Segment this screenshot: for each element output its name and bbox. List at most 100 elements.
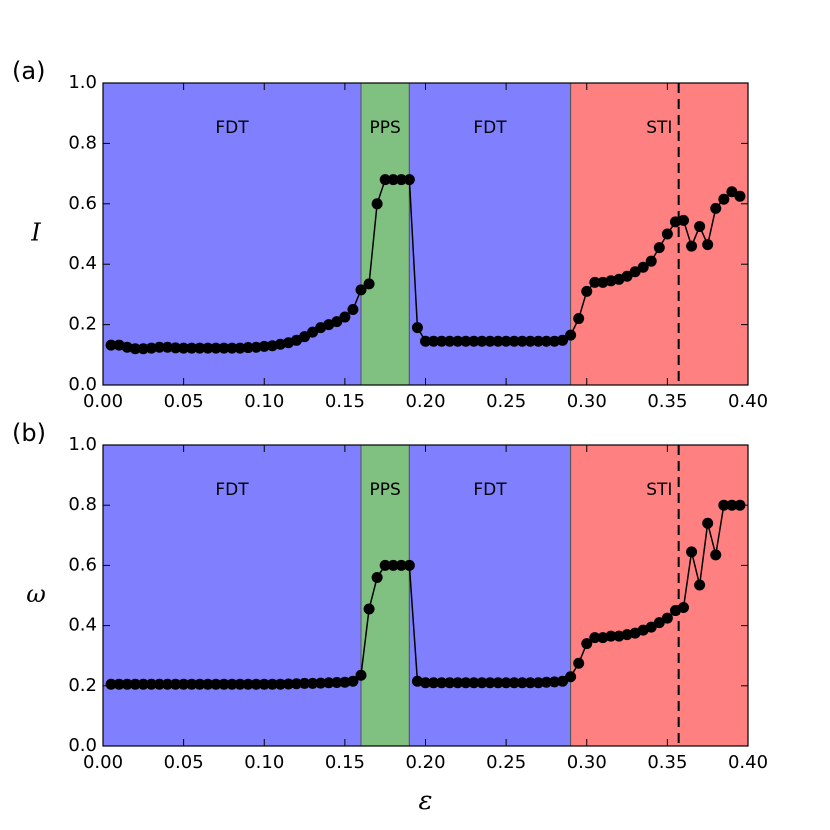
- x-tick-label: 0.15: [325, 752, 365, 773]
- data-point: [371, 198, 383, 210]
- data-point: [121, 678, 133, 690]
- data-point: [702, 517, 714, 529]
- data-point: [500, 335, 512, 347]
- data-point: [387, 559, 399, 571]
- data-point: [444, 335, 456, 347]
- data-point: [153, 678, 165, 690]
- data-point: [460, 335, 472, 347]
- x-tick-label: 0.30: [567, 752, 607, 773]
- data-point: [129, 678, 141, 690]
- y-tick-label: 0.4: [68, 253, 97, 274]
- y-tick-label: 0.2: [68, 314, 97, 335]
- data-point: [549, 676, 560, 688]
- data-point: [250, 341, 262, 353]
- data-point: [105, 678, 117, 690]
- y-tick-label: 1.0: [68, 434, 97, 455]
- data-point: [581, 285, 593, 297]
- data-point: [258, 340, 270, 352]
- data-point: [540, 676, 552, 688]
- data-point: [194, 342, 206, 354]
- data-point: [436, 335, 448, 347]
- x-tick-label: 0.40: [728, 752, 768, 773]
- data-point: [202, 678, 214, 690]
- data-point: [339, 676, 351, 688]
- x-tick-label: 0.35: [647, 752, 687, 773]
- data-point: [145, 678, 157, 690]
- data-point: [492, 335, 504, 347]
- x-tick-label: 0.00: [83, 391, 123, 412]
- data-point: [645, 621, 657, 633]
- data-point: [565, 329, 577, 341]
- y-tick-label: 0.8: [68, 132, 97, 153]
- data-point: [686, 546, 698, 558]
- data-point: [315, 677, 327, 689]
- data-point: [718, 499, 730, 511]
- data-point: [331, 316, 343, 328]
- region-label: STI: [646, 118, 672, 138]
- data-point: [678, 214, 689, 226]
- y-tick-label: 0.6: [68, 554, 97, 575]
- y-tick-label: 0.2: [68, 675, 97, 696]
- data-point: [516, 335, 528, 347]
- x-tick-label: 0.30: [567, 391, 607, 412]
- data-point: [307, 677, 319, 689]
- x-tick-label: 0.05: [164, 752, 204, 773]
- data-point: [581, 638, 593, 650]
- region-label: FDT: [215, 480, 249, 500]
- y-tick-label: 1.0: [68, 72, 97, 93]
- data-point: [347, 675, 359, 687]
- data-point: [234, 678, 246, 690]
- data-point: [452, 677, 464, 689]
- data-point: [210, 342, 222, 354]
- data-point: [145, 342, 157, 354]
- data-point: [508, 677, 520, 689]
- data-point: [694, 579, 706, 591]
- data-point: [653, 242, 665, 254]
- y-tick-label: 0.4: [68, 615, 97, 636]
- data-point: [258, 678, 270, 690]
- data-point: [508, 335, 520, 347]
- data-point: [436, 677, 448, 689]
- data-point: [299, 677, 311, 689]
- data-point: [411, 322, 423, 334]
- data-point: [218, 678, 230, 690]
- region: [360, 444, 410, 747]
- data-point: [105, 339, 117, 351]
- data-point: [218, 342, 230, 354]
- region: [360, 82, 410, 386]
- data-point: [694, 220, 706, 232]
- data-point: [605, 630, 617, 642]
- data-point: [170, 678, 182, 690]
- data-point: [428, 677, 440, 689]
- data-point: [339, 311, 351, 323]
- data-point: [532, 677, 544, 689]
- data-point: [726, 186, 738, 198]
- data-point: [395, 174, 407, 186]
- data-point: [250, 678, 262, 690]
- data-point: [702, 239, 714, 251]
- data-point: [565, 671, 577, 683]
- data-point: [444, 677, 456, 689]
- data-point: [129, 343, 141, 355]
- y-tick-label: 0.0: [68, 735, 97, 756]
- data-point: [355, 284, 367, 296]
- x-tick-label: 0.10: [244, 752, 284, 773]
- data-point: [500, 677, 512, 689]
- region: [570, 82, 749, 386]
- data-point: [153, 341, 165, 353]
- data-point: [686, 240, 698, 252]
- y-axis-label: I: [30, 219, 41, 247]
- data-point: [403, 559, 415, 571]
- data-point: [557, 334, 569, 346]
- data-point: [621, 270, 633, 282]
- data-point: [661, 228, 673, 240]
- data-point: [549, 335, 560, 347]
- data-point: [178, 678, 190, 690]
- data-point: [170, 342, 182, 354]
- data-point: [403, 174, 415, 186]
- data-point: [492, 677, 504, 689]
- region-label: FDT: [215, 118, 249, 138]
- x-tick-label: 0.15: [325, 391, 365, 412]
- data-point: [428, 335, 440, 347]
